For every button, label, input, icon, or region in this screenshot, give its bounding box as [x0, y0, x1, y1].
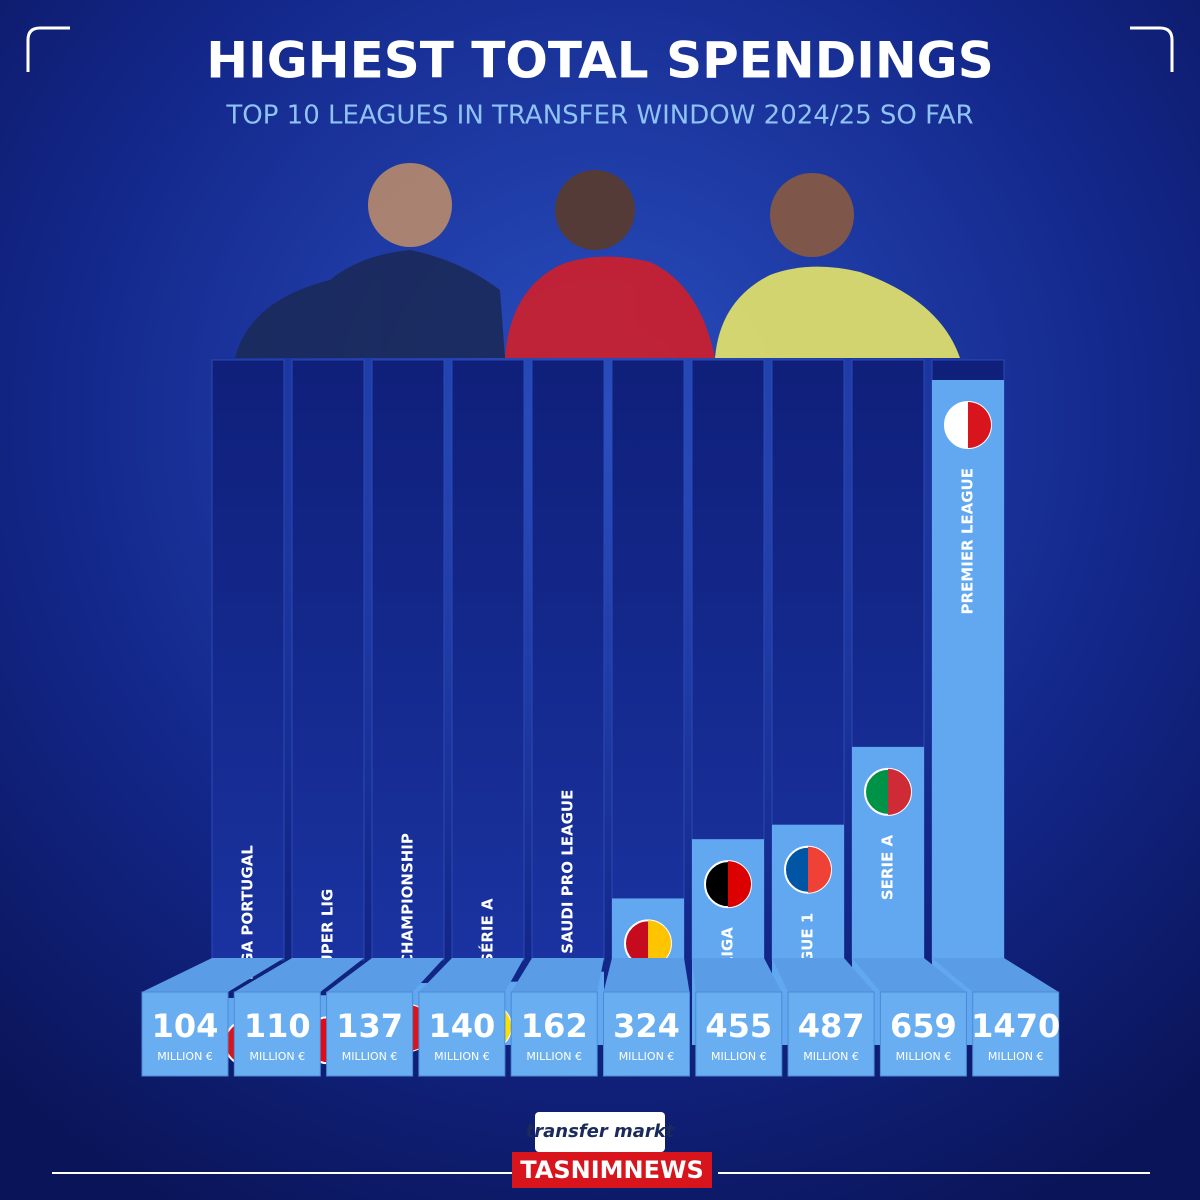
pedestal-top	[603, 958, 690, 992]
bar	[932, 380, 1004, 1045]
pedestal-top	[234, 958, 364, 992]
corner	[1130, 26, 1174, 72]
source: transfer markt	[526, 1121, 676, 1142]
value-label: 137	[336, 1007, 403, 1045]
value-label: 324	[613, 1007, 680, 1045]
pedestal-top	[772, 958, 875, 992]
unit-label: MILLION €	[434, 1050, 490, 1063]
flag-part	[888, 768, 911, 815]
pedestal	[972, 991, 1060, 1077]
flag-part	[808, 846, 831, 893]
pedestal	[879, 991, 967, 1077]
column-background	[211, 359, 285, 961]
category-label: LIGA PORTUGAL	[239, 845, 257, 980]
pedestal	[141, 991, 229, 1077]
unit-label: MILLION €	[526, 1050, 582, 1063]
unit-label: MILLION €	[157, 1050, 213, 1063]
unit-label: MILLION €	[711, 1050, 767, 1063]
pedestal	[326, 991, 414, 1077]
watermark: TASNIMNEWS	[520, 1156, 704, 1184]
pedestal-top	[692, 958, 782, 992]
value-label: 104	[152, 1007, 219, 1045]
value-label: 140	[429, 1007, 496, 1045]
unit-label: MILLION €	[896, 1050, 952, 1063]
column-background	[531, 359, 605, 961]
players	[235, 163, 960, 358]
unit-label: MILLION €	[803, 1050, 859, 1063]
pedestal	[603, 991, 690, 1077]
category-label: PREMIER LEAGUE	[959, 468, 977, 614]
value-label: 162	[521, 1007, 588, 1045]
value-label: 110	[244, 1007, 311, 1045]
flag-part	[968, 402, 991, 448]
pedestal	[510, 991, 598, 1077]
pedestal	[787, 991, 875, 1077]
unit-label: MILLION €	[342, 1050, 398, 1063]
flag-part	[728, 861, 752, 908]
value-label: 1470	[971, 1007, 1060, 1045]
pedestal-top	[142, 958, 284, 992]
unit-label: MILLION €	[249, 1050, 305, 1063]
category-label: SAUDI PRO LEAGUE	[559, 790, 577, 954]
column-background	[611, 359, 685, 961]
value-label: 659	[890, 1007, 957, 1045]
pedestal-top	[511, 958, 604, 992]
chart-title: HIGHEST TOTAL SPENDINGS	[206, 32, 993, 90]
value-label: 487	[798, 1007, 865, 1045]
chart-subtitle: TOP 10 LEAGUES IN TRANSFER WINDOW 2024/2…	[225, 101, 973, 131]
pedestal	[418, 991, 506, 1077]
column-background	[451, 359, 525, 961]
column-background	[291, 359, 365, 961]
pedestal-top	[852, 958, 967, 992]
value-label: 455	[705, 1007, 772, 1045]
flag-part	[648, 920, 671, 967]
pedestal	[695, 991, 783, 1077]
watermark-box	[512, 1152, 712, 1188]
pedestal	[233, 991, 321, 1077]
pedestal-top	[326, 958, 444, 992]
pedestal-top	[932, 958, 1059, 992]
corner	[26, 26, 70, 72]
unit-label: MILLION €	[619, 1050, 675, 1063]
source-logo	[535, 1112, 665, 1152]
category-label: CHAMPIONSHIP	[399, 833, 417, 965]
category-label: SÉRIE A	[478, 898, 497, 964]
pedestal-top	[418, 958, 524, 992]
column-background	[371, 359, 445, 961]
unit-label: MILLION €	[988, 1050, 1044, 1063]
category-label: SÜPER LIG	[318, 889, 337, 977]
category-label: SERIE A	[879, 834, 897, 900]
